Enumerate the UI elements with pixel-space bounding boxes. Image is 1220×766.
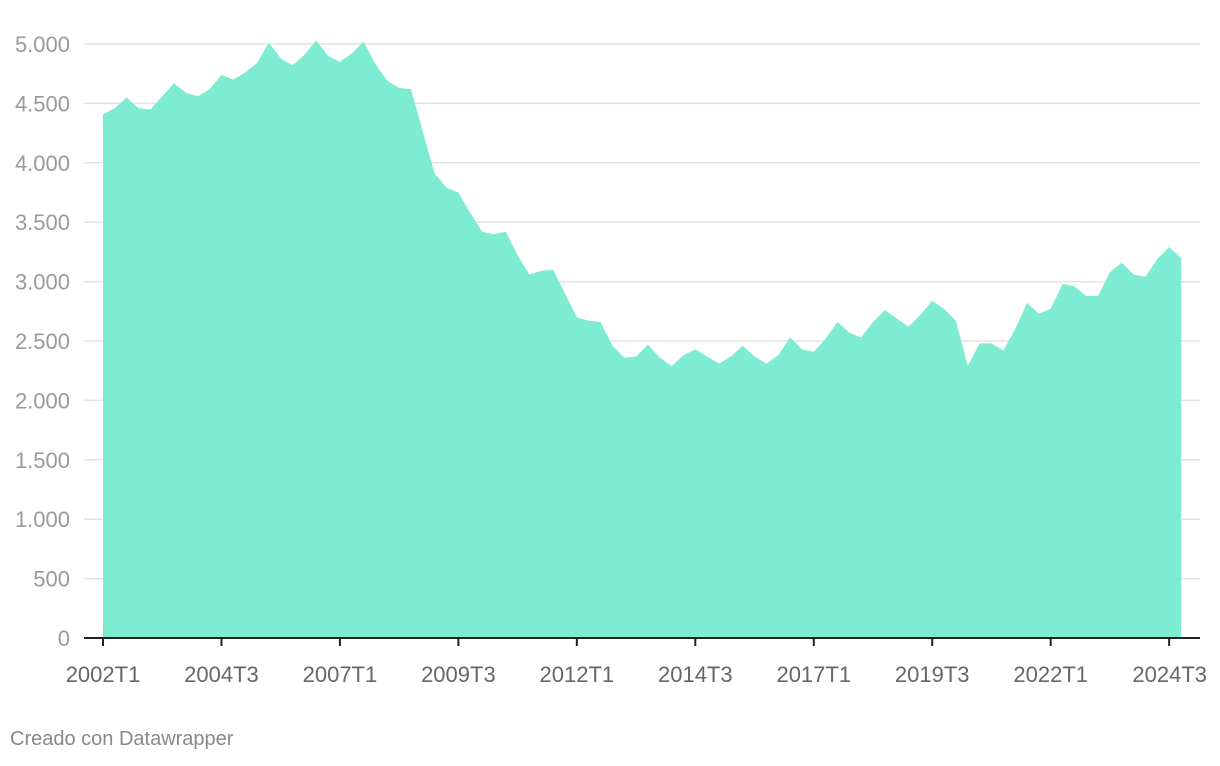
y-tick-label: 0 bbox=[58, 626, 70, 651]
y-tick-label: 2.500 bbox=[15, 329, 70, 354]
y-tick-label: 500 bbox=[33, 567, 70, 592]
series-area bbox=[103, 40, 1181, 638]
x-tick-label: 2022T1 bbox=[1013, 662, 1088, 687]
x-tick-label: 2019T3 bbox=[895, 662, 970, 687]
y-tick-label: 3.000 bbox=[15, 270, 70, 295]
x-tick-label: 2014T3 bbox=[658, 662, 733, 687]
x-tick-label: 2017T1 bbox=[776, 662, 851, 687]
x-axis-ticks: 2002T1 2004T3 2007T1 2009T3 2012T1 2014T3 2017… bbox=[66, 638, 1207, 687]
y-tick-label: 1.500 bbox=[15, 448, 70, 473]
x-tick-label: 2004T3 bbox=[184, 662, 259, 687]
y-tick-label: 1.000 bbox=[15, 507, 70, 532]
x-tick-label: 2024T3 bbox=[1132, 662, 1207, 687]
y-tick-label: 2.000 bbox=[15, 388, 70, 413]
y-tick-label: 4.000 bbox=[15, 151, 70, 176]
x-tick-label: 2009T3 bbox=[421, 662, 496, 687]
y-tick-label: 5.000 bbox=[15, 32, 70, 57]
x-tick-label: 2012T1 bbox=[540, 662, 615, 687]
y-axis-labels: 0 500 1.000 1.500 2.000 2.500 3.000 3.500 4.000 4… bbox=[15, 32, 70, 651]
credit-text: Creado con Datawrapper bbox=[10, 728, 234, 750]
x-tick-label: 2002T1 bbox=[66, 662, 141, 687]
x-tick-label: 2007T1 bbox=[303, 662, 378, 687]
y-tick-label: 3.500 bbox=[15, 210, 70, 235]
y-tick-label: 4.500 bbox=[15, 91, 70, 116]
